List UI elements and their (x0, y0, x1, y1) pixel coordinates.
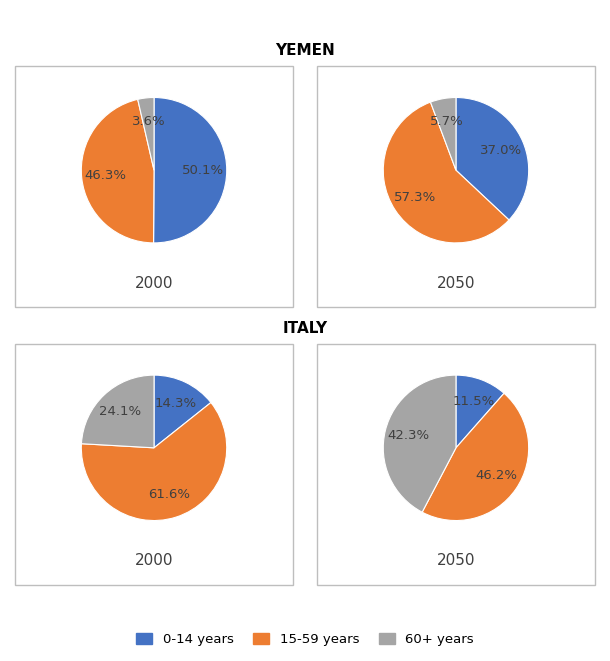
Text: 14.3%: 14.3% (154, 397, 196, 410)
Wedge shape (422, 393, 529, 520)
Text: 3.6%: 3.6% (132, 114, 165, 128)
Text: 57.3%: 57.3% (393, 191, 436, 204)
Text: 46.2%: 46.2% (476, 469, 518, 483)
Text: ITALY: ITALY (282, 321, 328, 336)
Wedge shape (138, 97, 154, 170)
Text: 24.1%: 24.1% (99, 405, 141, 418)
Text: 61.6%: 61.6% (148, 488, 190, 502)
Text: 2000: 2000 (135, 553, 173, 568)
Wedge shape (383, 102, 509, 243)
Text: 42.3%: 42.3% (387, 430, 429, 442)
Text: 2050: 2050 (437, 276, 475, 291)
Wedge shape (81, 403, 227, 520)
Text: 37.0%: 37.0% (480, 144, 522, 157)
Wedge shape (431, 97, 456, 170)
Wedge shape (154, 375, 211, 448)
Wedge shape (456, 97, 529, 220)
Wedge shape (383, 375, 456, 512)
Text: 46.3%: 46.3% (84, 169, 126, 182)
Wedge shape (456, 375, 504, 448)
Text: YEMEN: YEMEN (275, 43, 335, 58)
Text: 50.1%: 50.1% (182, 164, 224, 177)
Text: 11.5%: 11.5% (453, 395, 495, 408)
Legend: 0-14 years, 15-59 years, 60+ years: 0-14 years, 15-59 years, 60+ years (131, 627, 479, 651)
Wedge shape (154, 97, 227, 243)
Text: 2050: 2050 (437, 553, 475, 568)
Wedge shape (81, 375, 154, 448)
Text: 2000: 2000 (135, 276, 173, 291)
Wedge shape (81, 99, 154, 243)
Text: 5.7%: 5.7% (430, 115, 464, 128)
